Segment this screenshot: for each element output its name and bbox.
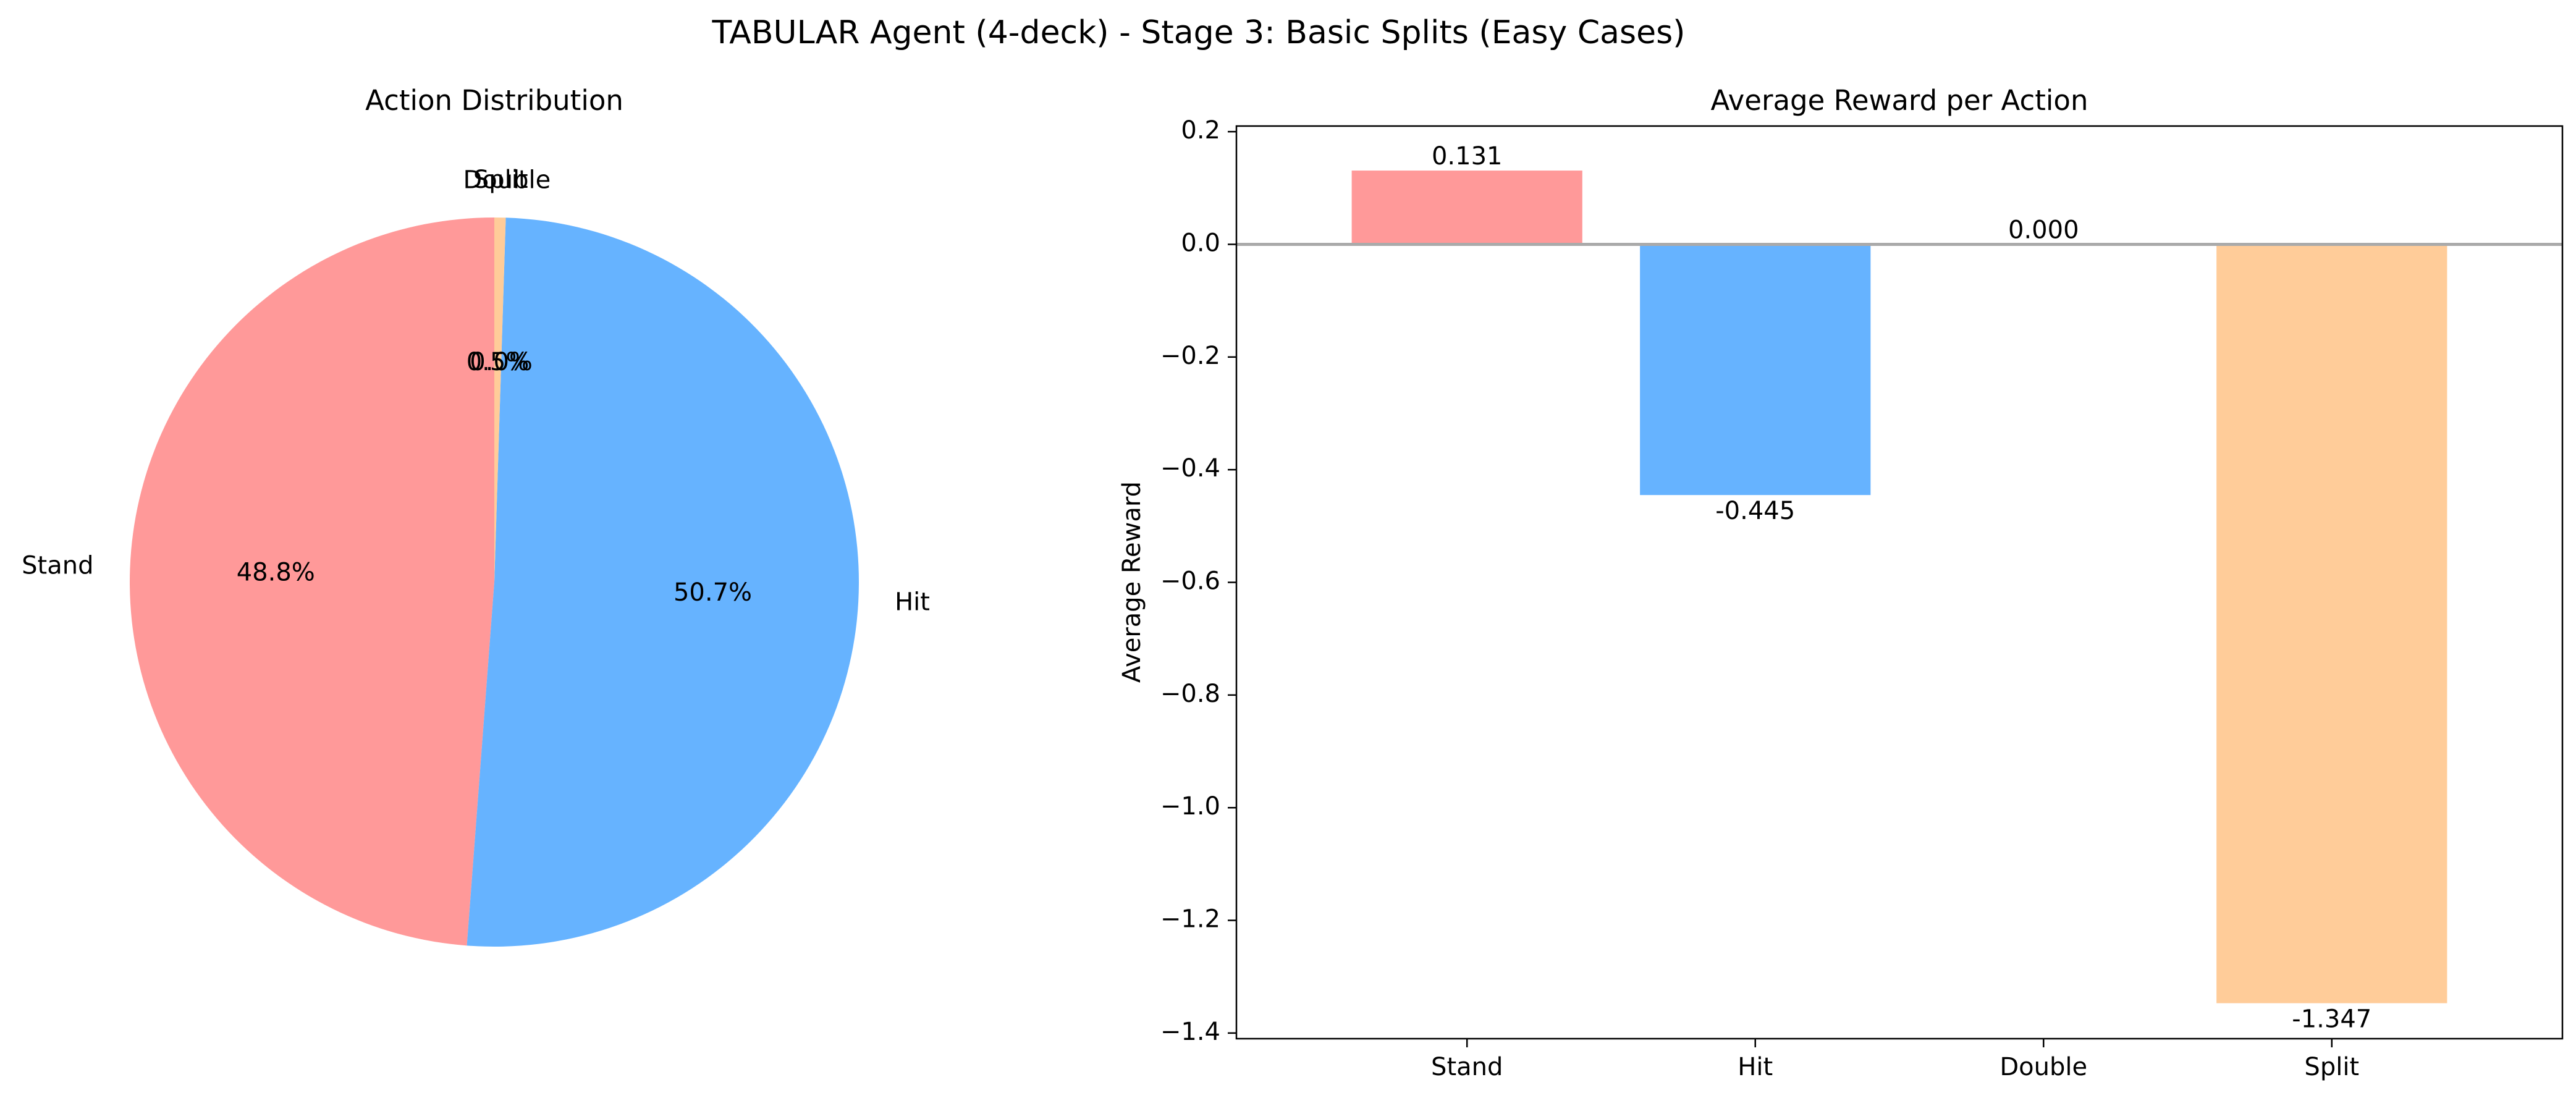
pie-percent-split: 0.5%	[467, 348, 530, 376]
y-tick-label: 0.2	[1181, 116, 1220, 145]
bar-series: 0.131 -0.445 0.000 -1.347	[1351, 142, 2447, 1033]
bar-stand	[1351, 171, 1582, 245]
y-tick-label: −1.0	[1160, 792, 1220, 821]
pie-slice-split	[494, 217, 506, 582]
y-tick-label: −0.6	[1160, 567, 1220, 596]
pie-slice-stand	[129, 217, 494, 946]
pie-slice-hit	[467, 217, 859, 947]
y-tick-label: −0.2	[1160, 342, 1220, 370]
y-tick-label: −1.2	[1160, 905, 1220, 934]
bar-value-label-split: -1.347	[2292, 1005, 2371, 1033]
bar-value-label-stand: 0.131	[1432, 142, 1503, 171]
bar-axes: Stand Hit Double Split 0.2 0.0 −0.2 −0.4 −0.6 −0.…	[1160, 116, 2564, 1081]
pie-label-hit: Hit	[895, 588, 930, 617]
x-tick-label-double: Double	[2000, 1053, 2087, 1081]
pie-chart: Action Distribution Stand 48.8% Hit 50.7% Do…	[22, 84, 930, 947]
y-tick-label: −0.8	[1160, 680, 1220, 708]
bar-title: Average Reward per Action	[1711, 84, 2088, 117]
bar-y-axis-label: Average Reward	[1118, 481, 1146, 683]
pie-percent-hit: 50.7%	[674, 578, 752, 607]
bar-hit	[1640, 244, 1871, 496]
bar-split	[2216, 244, 2447, 1003]
bar-chart: Average Reward per Action 0.131 -0.445 0.0…	[1118, 84, 2564, 1081]
pie-percent-stand: 48.8%	[237, 559, 315, 587]
y-tick-label: −0.4	[1160, 454, 1220, 483]
pie-label-stand: Stand	[22, 552, 93, 580]
pie-labels: Stand 48.8% Hit 50.7% Double 0.0% Split 0.5%	[22, 166, 930, 617]
bar-value-label-hit: -0.445	[1715, 497, 1795, 525]
x-tick-label-split: Split	[2304, 1053, 2359, 1081]
pie-label-double: Double	[463, 166, 551, 194]
bar-plot-frame	[1235, 125, 2564, 1040]
pie-title: Action Distribution	[365, 84, 623, 117]
x-tick-label-stand: Stand	[1431, 1053, 1503, 1081]
figure-suptitle: TABULAR Agent (4-deck) - Stage 3: Basic …	[712, 14, 1686, 51]
pie-slices	[129, 217, 859, 947]
y-tick-label: −1.4	[1160, 1018, 1220, 1046]
pie-label-split: Split	[473, 166, 528, 194]
y-tick-label: 0.0	[1181, 229, 1220, 257]
bar-value-label-double: 0.000	[2008, 216, 2079, 244]
x-tick-label-hit: Hit	[1738, 1053, 1773, 1081]
pie-percent-double: 0.0%	[470, 348, 533, 376]
